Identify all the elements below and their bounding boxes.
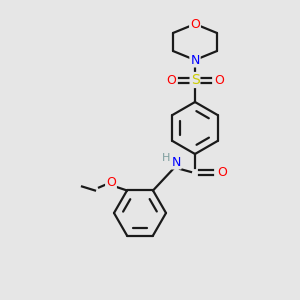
Text: O: O xyxy=(190,17,200,31)
Text: O: O xyxy=(166,74,176,86)
Text: N: N xyxy=(190,53,200,67)
Text: H: H xyxy=(162,153,170,163)
Text: S: S xyxy=(190,73,200,87)
Text: O: O xyxy=(106,176,116,189)
Text: O: O xyxy=(214,74,224,86)
Text: O: O xyxy=(217,166,227,178)
Text: N: N xyxy=(171,155,181,169)
